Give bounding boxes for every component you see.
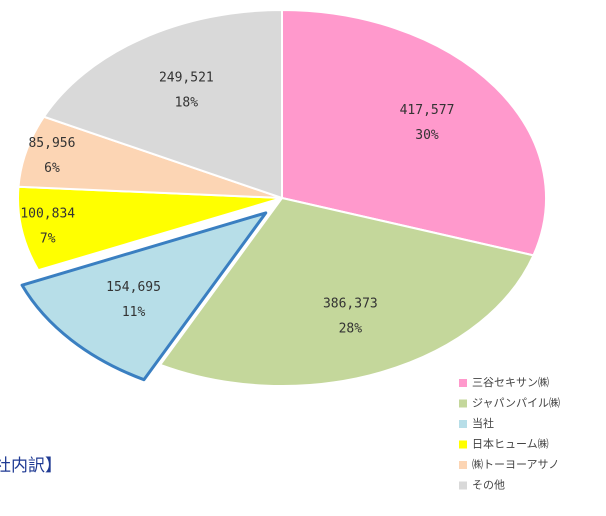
legend-swatch xyxy=(459,461,467,469)
legend-label: その他 xyxy=(472,479,505,492)
value-label: 249,521 xyxy=(159,70,214,85)
pie-slice xyxy=(281,9,547,257)
pie-slice xyxy=(42,9,283,199)
value-label: 386,373 xyxy=(323,297,378,312)
legend-swatch xyxy=(459,481,467,490)
value-label: 417,577 xyxy=(400,103,455,118)
value-label: 100,834 xyxy=(20,207,75,222)
value-label: 154,695 xyxy=(106,280,161,295)
percent-label: 28% xyxy=(339,322,363,337)
percent-label: 7% xyxy=(40,232,56,247)
legend-swatch xyxy=(459,399,467,408)
percent-label: 6% xyxy=(44,161,60,176)
legend-swatch xyxy=(459,440,467,449)
pie-slice xyxy=(159,197,535,387)
pie-slice xyxy=(20,211,268,382)
legend-label: ㈱トーヨーアサノ xyxy=(472,458,559,471)
legend-swatch xyxy=(459,379,467,387)
legend-label: 三谷セキサン㈱ xyxy=(472,376,549,389)
legend-label: 日本ヒューム㈱ xyxy=(472,437,549,451)
legend-label: 当社 xyxy=(472,416,494,430)
legend-label: ジャパンパイル㈱ xyxy=(472,397,560,410)
caption: 社内訳】 xyxy=(0,456,62,476)
percent-label: 30% xyxy=(415,128,439,143)
pie-slice xyxy=(17,185,283,272)
value-label: 85,956 xyxy=(28,136,75,151)
percent-label: 18% xyxy=(175,95,199,110)
percent-label: 11% xyxy=(122,305,146,320)
legend-swatch xyxy=(459,420,467,428)
